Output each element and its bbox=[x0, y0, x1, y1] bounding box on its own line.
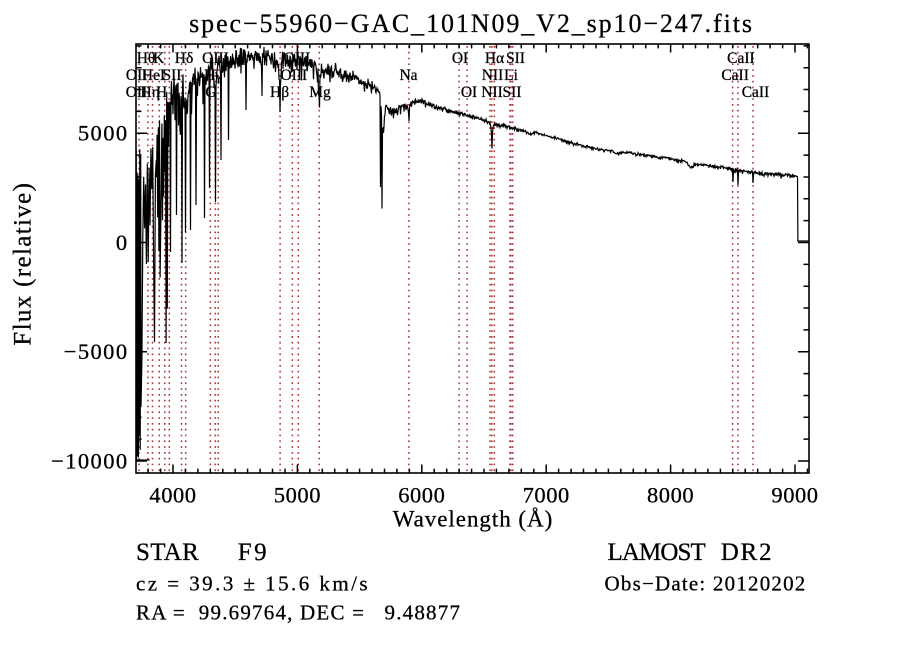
svg-text:Hθ: Hθ bbox=[137, 50, 156, 67]
svg-text:CaII: CaII bbox=[727, 50, 755, 67]
svg-text:9000: 9000 bbox=[771, 482, 818, 507]
svg-text:Na: Na bbox=[399, 67, 417, 84]
svg-text:4000: 4000 bbox=[149, 482, 196, 507]
svg-text:cz = 39.3 ± 15.6 km/s: cz = 39.3 ± 15.6 km/s bbox=[136, 572, 370, 596]
svg-text:SII: SII bbox=[163, 67, 182, 84]
svg-text:8000: 8000 bbox=[647, 482, 694, 507]
svg-text:−10000: −10000 bbox=[51, 448, 128, 473]
svg-text:Hη: Hη bbox=[141, 84, 160, 101]
svg-text:0: 0 bbox=[116, 230, 129, 255]
svg-text:Wavelength (Å): Wavelength (Å) bbox=[393, 507, 553, 532]
svg-text:NII: NII bbox=[481, 84, 503, 101]
svg-text:G: G bbox=[205, 84, 216, 101]
svg-text:F9: F9 bbox=[238, 539, 269, 566]
svg-text:Hα: Hα bbox=[485, 50, 504, 67]
svg-text:spec−55960−GAC_101N09_V2_sp10−: spec−55960−GAC_101N09_V2_sp10−247.fits bbox=[189, 9, 754, 38]
svg-text:RA = 99.69764, DEC = 9.4887: RA = 99.69764, DEC = 9.48877 bbox=[136, 601, 461, 625]
svg-text:Hδ: Hδ bbox=[175, 50, 194, 67]
svg-text:HeI: HeI bbox=[142, 67, 165, 84]
svg-text:−5000: −5000 bbox=[64, 339, 129, 364]
svg-text:DR2: DR2 bbox=[721, 539, 774, 566]
svg-text:5000: 5000 bbox=[78, 121, 129, 146]
svg-text:H: H bbox=[156, 84, 167, 101]
svg-text:LAMOST: LAMOST bbox=[608, 539, 706, 566]
svg-text:NII: NII bbox=[482, 67, 504, 84]
svg-text:Li: Li bbox=[504, 67, 518, 84]
svg-text:SII: SII bbox=[503, 84, 522, 101]
svg-text:STAR: STAR bbox=[136, 539, 199, 566]
svg-text:OIII: OIII bbox=[280, 67, 307, 84]
svg-text:Flux (relative): Flux (relative) bbox=[9, 182, 36, 346]
svg-text:5000: 5000 bbox=[274, 482, 321, 507]
svg-text:Obs−Date: 20120202: Obs−Date: 20120202 bbox=[605, 572, 807, 596]
svg-text:OI: OI bbox=[452, 50, 468, 67]
svg-text:OI: OI bbox=[461, 84, 477, 101]
svg-text:CaII: CaII bbox=[721, 67, 749, 84]
svg-text:7000: 7000 bbox=[523, 482, 570, 507]
svg-text:SII: SII bbox=[506, 50, 525, 67]
svg-text:6000: 6000 bbox=[398, 482, 445, 507]
svg-text:CaII: CaII bbox=[742, 84, 770, 101]
svg-text:K: K bbox=[153, 50, 165, 67]
